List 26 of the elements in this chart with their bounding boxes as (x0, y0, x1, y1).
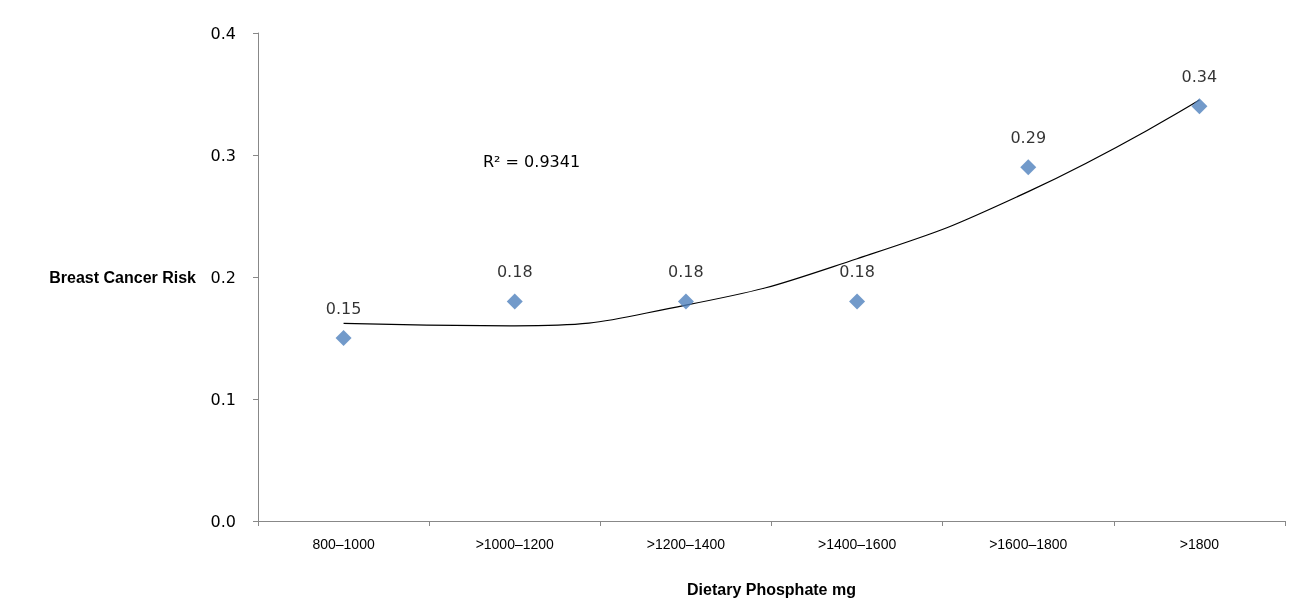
point (677, 293, 694, 310)
point (1020, 159, 1037, 176)
data-label: 0.29 (1010, 127, 1047, 147)
point (1191, 98, 1208, 115)
point (506, 293, 523, 310)
y-axis-title: Breast Cancer Risk (49, 268, 197, 286)
data-label: 0.15 (325, 298, 362, 318)
x-tick-label: >1400–1600 (817, 536, 897, 552)
data-label: 0.18 (839, 261, 875, 281)
x-tick-label: 800–1000 (312, 536, 375, 552)
y-tick-label: 0.3 (210, 145, 236, 165)
x-tick-label: >1800 (1179, 536, 1220, 552)
point (849, 293, 866, 310)
y-tick-label: 0.2 (210, 267, 236, 287)
x-tick-label: >1200–1400 (646, 536, 726, 552)
annotation: R² = 0.9341 (483, 151, 581, 171)
data-label: 0.18 (496, 261, 533, 281)
y-tick-label: 0.1 (210, 389, 236, 409)
x-tick-label: >1000–1200 (475, 536, 555, 552)
data-label: 0.18 (668, 261, 704, 281)
x-tick-label: >1600–1800 (989, 536, 1068, 552)
data-label: 0.34 (1181, 66, 1218, 86)
y-tick-label: 0.0 (210, 511, 236, 531)
point (335, 330, 352, 346)
x-axis-title: Dietary Phosphate mg (687, 580, 856, 598)
y-tick-label: 0.4 (210, 23, 236, 43)
